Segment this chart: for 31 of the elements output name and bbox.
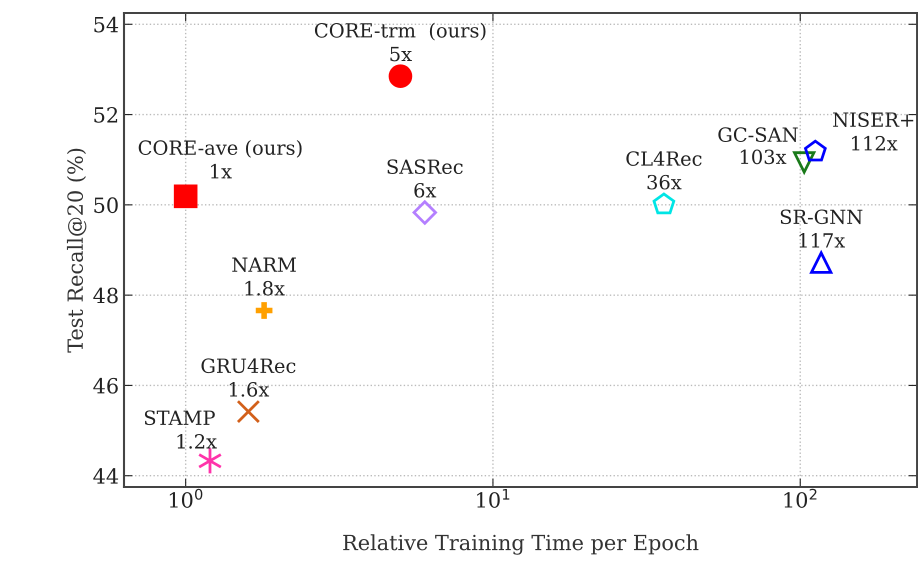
- series-label: SASRec: [388, 159, 463, 174]
- text: CORE-ave (ours): [138, 140, 302, 158]
- x-tick-label: 10$^{2}$: [784, 488, 816, 508]
- series-label: NISER+: [833, 112, 914, 127]
- y-tick-label: 44: [93, 468, 118, 484]
- annotation: 5x: [390, 46, 412, 62]
- y-tick-label: 48: [93, 288, 118, 304]
- series-label: STAMP: [144, 410, 215, 426]
- annotation: 6x: [414, 182, 436, 198]
- series-label: GRU4Rec: [201, 358, 296, 374]
- series-label: CORE-trm (ours): [314, 22, 486, 40]
- x-axis-title: Relative Training Time per Epoch: [343, 534, 698, 555]
- series-label: GC-SAN: [718, 127, 798, 142]
- annotation: 112x: [852, 136, 898, 150]
- x-tick-label: 10$^{1}$: [477, 488, 510, 508]
- y-tick-label: 46: [93, 378, 118, 394]
- y-tick-label: 54: [94, 16, 118, 32]
- y-tick-label: 50: [94, 197, 118, 214]
- annotation: 1.2x: [178, 434, 217, 449]
- series-label: NARM: [232, 258, 296, 272]
- series-label: CL4Rec: [626, 151, 702, 166]
- annotation: 1.8x: [246, 280, 285, 296]
- x-tick-label: 10$^{0}$: [170, 488, 202, 508]
- annotation: 36x: [648, 174, 682, 190]
- annotation: 117x: [800, 233, 845, 248]
- y-tick-label: 52: [94, 107, 118, 123]
- annotation: 1x: [211, 164, 232, 178]
- annotation: 103x: [740, 150, 786, 164]
- series-label: SR-GNN: [780, 209, 862, 224]
- y-axis-title: Test Recall@20 (%): [66, 148, 86, 353]
- annotation: 1.6x: [230, 382, 270, 397]
